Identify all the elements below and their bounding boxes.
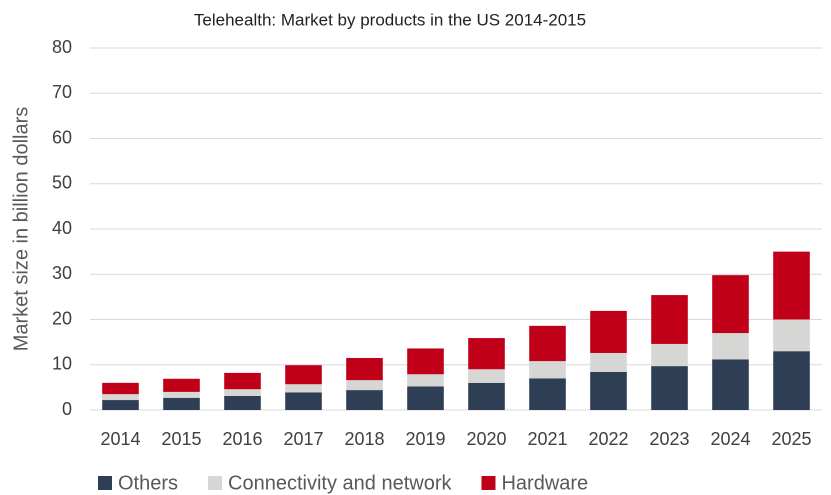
bar-segment bbox=[590, 310, 627, 353]
bar-segment bbox=[712, 275, 749, 334]
bar-segment bbox=[712, 359, 749, 410]
bar-segment bbox=[529, 361, 566, 379]
bar-segment bbox=[773, 319, 810, 352]
bar-segment bbox=[407, 374, 444, 387]
bar-segment bbox=[529, 325, 566, 362]
bar-segment bbox=[163, 378, 200, 392]
legend-swatch bbox=[481, 476, 496, 490]
y-axis-label: Market size in billion dollars bbox=[10, 107, 32, 352]
bar-segment bbox=[224, 389, 261, 396]
x-tick-label: 2017 bbox=[283, 429, 323, 449]
y-tick-label: 20 bbox=[52, 308, 72, 328]
bar-segment bbox=[468, 382, 505, 410]
bar-segment bbox=[346, 390, 383, 410]
bar-segment bbox=[346, 357, 383, 381]
x-tick-label: 2025 bbox=[771, 429, 811, 449]
x-tick-label: 2023 bbox=[649, 429, 689, 449]
bar-segment bbox=[651, 343, 688, 367]
x-tick-label: 2024 bbox=[710, 429, 750, 449]
legend-swatch bbox=[98, 476, 112, 490]
bar-segment bbox=[102, 394, 139, 401]
legend-swatch bbox=[208, 476, 223, 490]
bar-segment bbox=[285, 384, 322, 393]
y-tick-label: 50 bbox=[52, 173, 72, 193]
x-tick-label: 2016 bbox=[222, 429, 262, 449]
bar-segment bbox=[712, 333, 749, 360]
bar-segment bbox=[651, 366, 688, 410]
bar-segment bbox=[102, 400, 139, 410]
y-tick-label: 70 bbox=[52, 82, 72, 102]
y-tick-label: 80 bbox=[52, 37, 72, 57]
bar-segment bbox=[590, 352, 627, 372]
x-tick-label: 2018 bbox=[344, 429, 384, 449]
bar-segment bbox=[224, 372, 261, 390]
x-tick-label: 2021 bbox=[527, 429, 567, 449]
legend-label: Hardware bbox=[501, 472, 588, 494]
bar-segment bbox=[407, 348, 444, 375]
bar-segment bbox=[346, 380, 383, 391]
y-tick-label: 0 bbox=[62, 399, 72, 419]
x-tick-label: 2019 bbox=[405, 429, 445, 449]
y-tick-label: 40 bbox=[52, 218, 72, 238]
bar-segment bbox=[102, 382, 139, 395]
legend-label: Others bbox=[118, 472, 178, 494]
x-tick-label: 2022 bbox=[588, 429, 628, 449]
bar-segment bbox=[163, 397, 200, 410]
y-tick-label: 10 bbox=[52, 354, 72, 374]
bar-segment bbox=[773, 251, 810, 320]
bar-segment bbox=[590, 371, 627, 410]
bar-segment bbox=[285, 365, 322, 385]
x-tick-label: 2020 bbox=[466, 429, 506, 449]
bar-segment bbox=[224, 395, 261, 410]
bar-segment bbox=[773, 351, 810, 410]
bar-segment bbox=[285, 392, 322, 410]
bar-segment bbox=[468, 338, 505, 370]
y-tick-label: 60 bbox=[52, 127, 72, 147]
x-tick-label: 2015 bbox=[161, 429, 201, 449]
bar-segment bbox=[163, 391, 200, 398]
chart-title: Telehealth: Market by products in the US… bbox=[194, 10, 586, 29]
x-tick-label: 2014 bbox=[100, 429, 140, 449]
bar-segment bbox=[651, 295, 688, 344]
legend-label: Connectivity and network bbox=[228, 472, 452, 494]
bar-segment bbox=[407, 386, 444, 410]
y-tick-label: 30 bbox=[52, 263, 72, 283]
bar-segment bbox=[529, 378, 566, 410]
bar-segment bbox=[468, 369, 505, 383]
